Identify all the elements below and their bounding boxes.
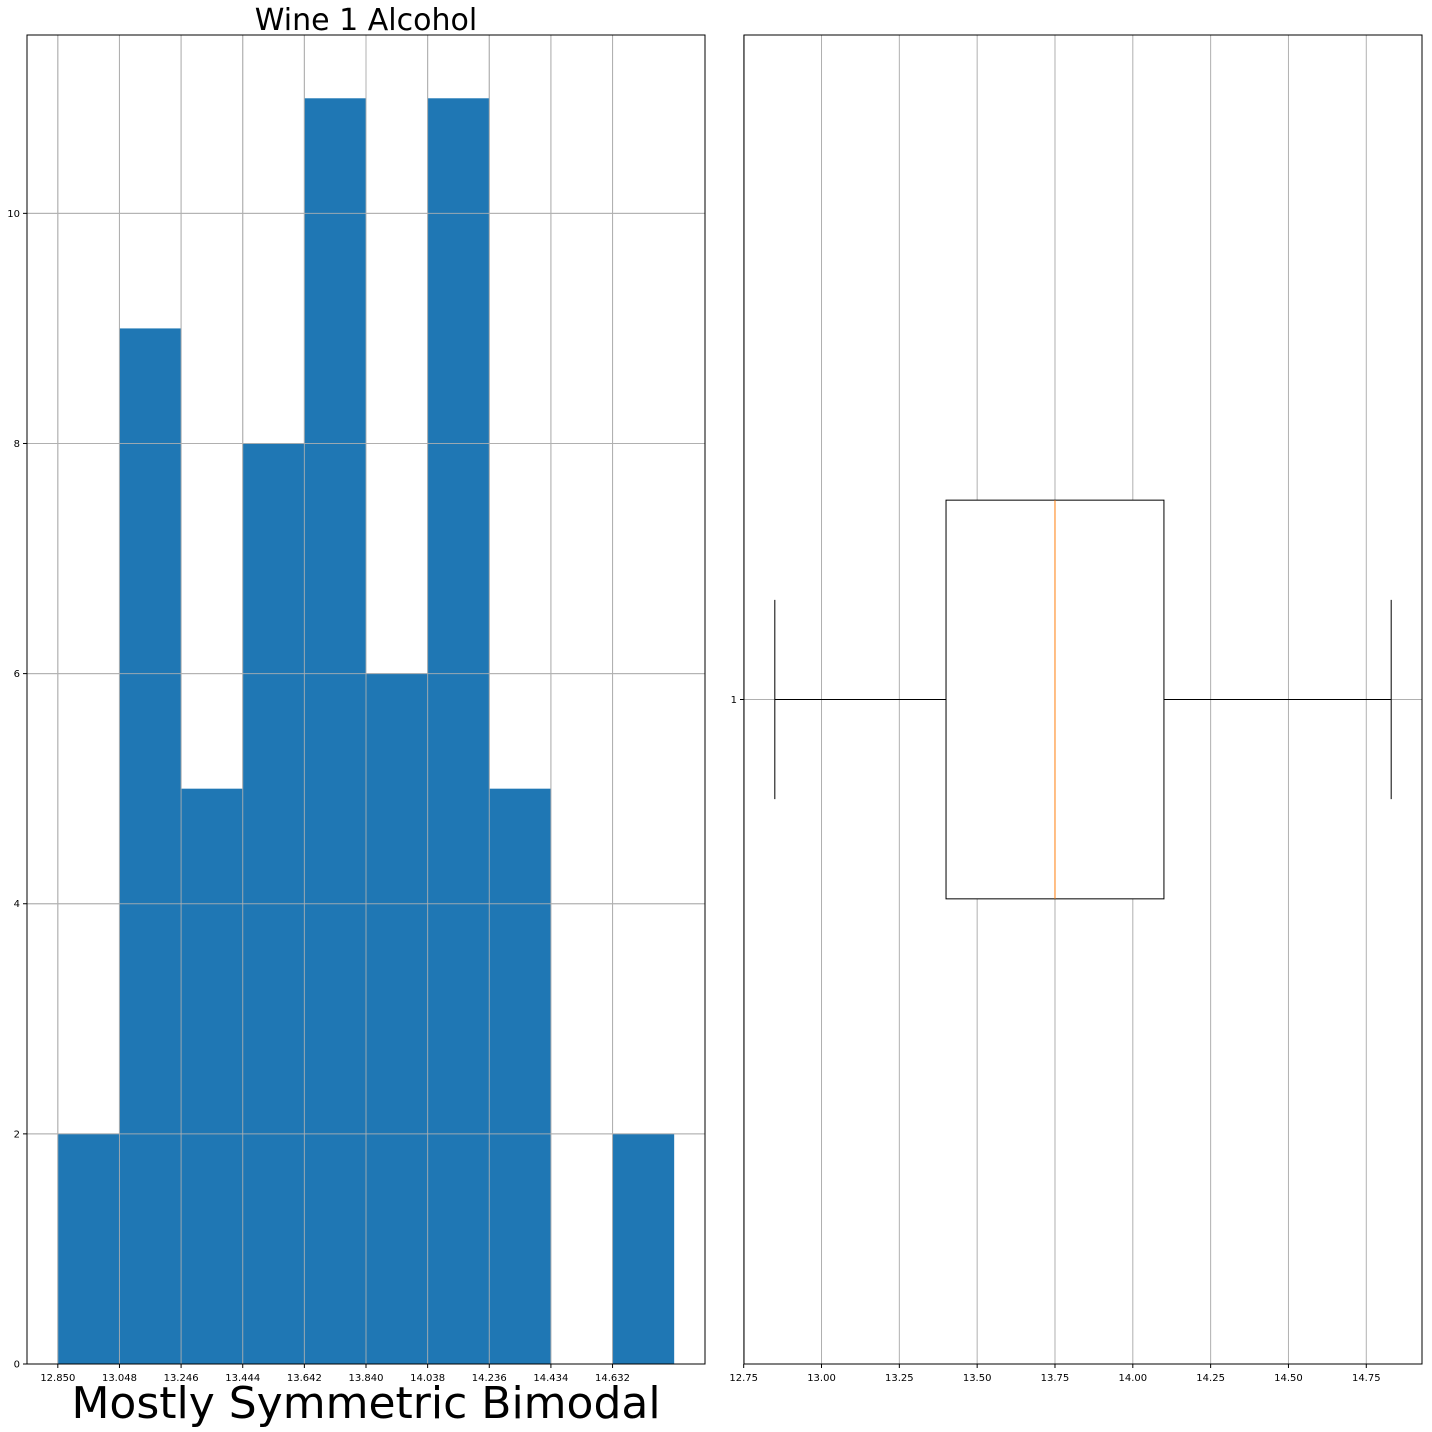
histogram-x-tick-label: 13.444 — [225, 1373, 260, 1384]
boxplot-x-tick-label: 13.75 — [1041, 1373, 1070, 1384]
histogram-x-tick-label: 14.434 — [533, 1373, 568, 1384]
histogram-bar — [427, 98, 490, 1364]
boxplot-x-tick-label: 14.50 — [1274, 1373, 1303, 1384]
histogram-bar — [304, 98, 366, 1364]
histogram-x-label: Mostly Symmetric Bimodal — [71, 1378, 660, 1429]
boxplot-x-tick-label: 13.50 — [963, 1373, 992, 1384]
histogram-bar — [119, 328, 182, 1365]
boxplot-panel: 12.75 13.00 13.25 13.50 13.75 14.00 14.25 14.50… — [729, 34, 1423, 1384]
boxplot-x-tick-label: 13.25 — [885, 1373, 914, 1384]
histogram-x-tick-label: 12.850 — [40, 1373, 75, 1384]
boxplot-marks — [774, 499, 1392, 900]
histogram-title: Wine 1 Alcohol — [255, 3, 477, 38]
histogram-x-tick-label: 13.840 — [349, 1373, 384, 1384]
histogram-x-tick-label: 13.246 — [164, 1373, 199, 1384]
boxplot-x-tick-label: 14.25 — [1196, 1373, 1225, 1384]
histogram-y-tick-label: 8 — [14, 439, 20, 450]
histogram-bar — [489, 788, 551, 1364]
boxplot-x-ticks: 12.75 13.00 13.25 13.50 13.75 14.00 14.25 14.50… — [729, 1364, 1381, 1384]
histogram-panel: 12.850 13.048 13.246 13.444 13.642 13.840 14.0… — [7, 3, 706, 1429]
histogram-y-tick-label: 4 — [14, 899, 20, 910]
histogram-bar — [181, 788, 243, 1364]
boxplot-y-tick-label: 1 — [731, 695, 737, 706]
histogram-x-tick-label: 13.048 — [102, 1373, 137, 1384]
histogram-x-tick-label: 14.236 — [472, 1373, 507, 1384]
histogram-y-tick-label: 10 — [7, 209, 20, 220]
histogram-bar — [366, 673, 428, 1364]
boxplot-x-tick-label: 14.75 — [1352, 1373, 1381, 1384]
histogram-grid-overlay — [27, 35, 705, 1365]
histogram-x-ticks: 12.850 13.048 13.246 13.444 13.642 13.840 14.0… — [40, 1364, 630, 1384]
histogram-x-tick-label: 14.038 — [410, 1373, 445, 1384]
histogram-x-tick-label: 14.632 — [595, 1373, 630, 1384]
histogram-bar — [612, 1133, 675, 1364]
boxplot-x-tick-label: 13.00 — [807, 1373, 836, 1384]
histogram-bar — [57, 1133, 120, 1364]
histogram-y-tick-label: 2 — [14, 1129, 20, 1140]
histogram-x-tick-label: 13.642 — [287, 1373, 322, 1384]
histogram-y-ticks: 0 2 4 6 8 10 — [7, 209, 27, 1371]
histogram-bars — [57, 98, 675, 1365]
boxplot-x-tick-label: 12.75 — [729, 1373, 758, 1384]
histogram-y-tick-label: 6 — [14, 669, 20, 680]
histogram-y-tick-label: 0 — [14, 1360, 20, 1371]
boxplot-y-ticks: 1 — [731, 695, 744, 706]
boxplot-x-tick-label: 14.00 — [1118, 1373, 1147, 1384]
